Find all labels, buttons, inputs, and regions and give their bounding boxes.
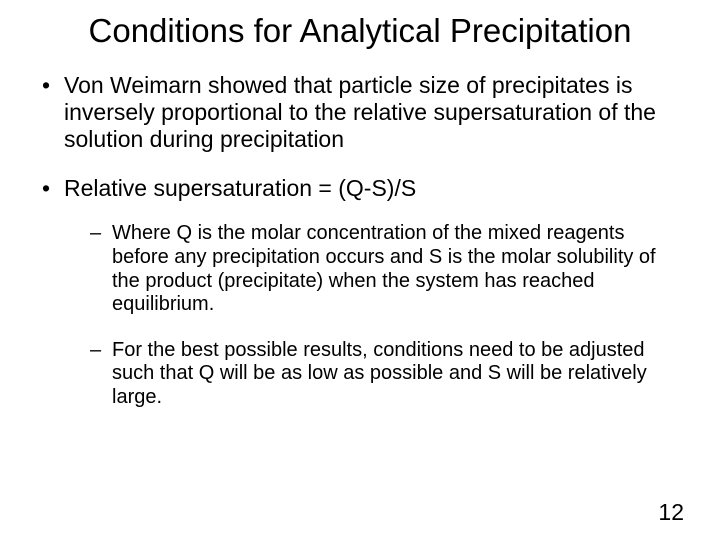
sub-bullet-list: Where Q is the molar concentration of th… bbox=[64, 222, 684, 409]
bullet-text: Relative supersaturation = (Q-S)/S bbox=[64, 175, 416, 201]
bullet-item: Von Weimarn showed that particle size of… bbox=[36, 72, 684, 153]
slide-title: Conditions for Analytical Precipitation bbox=[36, 12, 684, 50]
bullet-text: Von Weimarn showed that particle size of… bbox=[64, 72, 656, 152]
bullet-list: Von Weimarn showed that particle size of… bbox=[36, 72, 684, 410]
sub-bullet-text: For the best possible results, condition… bbox=[112, 339, 647, 408]
bullet-item: Relative supersaturation = (Q-S)/S Where… bbox=[36, 175, 684, 409]
sub-bullet-item: Where Q is the molar concentration of th… bbox=[64, 222, 684, 316]
sub-bullet-text: Where Q is the molar concentration of th… bbox=[112, 222, 656, 315]
page-number: 12 bbox=[658, 499, 684, 526]
sub-bullet-item: For the best possible results, condition… bbox=[64, 339, 684, 410]
slide: Conditions for Analytical Precipitation … bbox=[0, 0, 720, 540]
